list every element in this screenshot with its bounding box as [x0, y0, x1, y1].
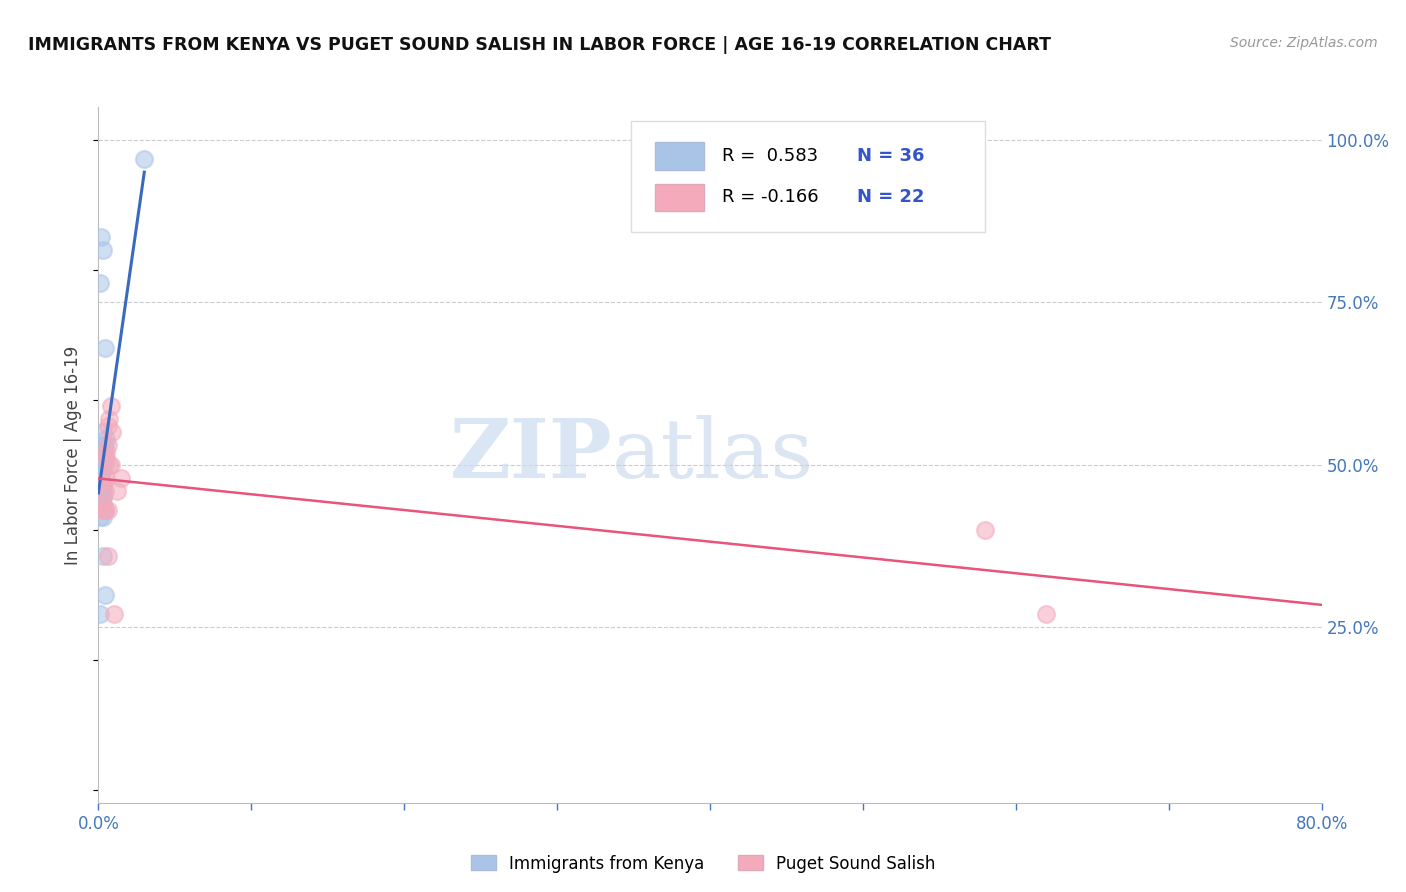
Point [91, 490, 114, 504]
Point [93, 451, 115, 466]
Point [98, 458, 121, 472]
Text: atlas: atlas [612, 415, 814, 495]
Point [91, 425, 114, 439]
Point [97, 503, 120, 517]
Text: N = 36: N = 36 [856, 147, 924, 165]
Point [90, 477, 112, 491]
Point [89, 509, 111, 524]
Point [974, 523, 997, 537]
Point [93, 503, 115, 517]
Point [91, 497, 114, 511]
Point [93, 438, 115, 452]
Point [91, 464, 114, 478]
Point [91, 477, 114, 491]
Text: IMMIGRANTS FROM KENYA VS PUGET SOUND SALISH IN LABOR FORCE | AGE 16-19 CORRELATI: IMMIGRANTS FROM KENYA VS PUGET SOUND SAL… [28, 36, 1052, 54]
Text: N = 22: N = 22 [856, 188, 924, 206]
Point [93, 588, 115, 602]
Point [89, 490, 111, 504]
Point [101, 425, 124, 439]
Point [90, 471, 112, 485]
Point [91, 549, 114, 563]
Point [90, 477, 112, 491]
Point [93, 483, 115, 498]
Point [94, 444, 117, 458]
FancyBboxPatch shape [655, 184, 704, 211]
Point [90, 458, 112, 472]
Text: R =  0.583: R = 0.583 [723, 147, 818, 165]
Point [93, 503, 115, 517]
Point [90, 230, 112, 244]
FancyBboxPatch shape [630, 121, 986, 232]
Point [91, 451, 114, 466]
Point [103, 607, 125, 622]
Point [91, 509, 114, 524]
Point [91, 483, 114, 498]
Text: R = -0.166: R = -0.166 [723, 188, 818, 206]
Point [91, 503, 114, 517]
FancyBboxPatch shape [655, 142, 704, 169]
Point [90, 458, 112, 472]
Point [90, 483, 112, 498]
Text: Source: ZipAtlas.com: Source: ZipAtlas.com [1230, 36, 1378, 50]
Point [93, 341, 115, 355]
Point [93, 503, 115, 517]
Point [97, 418, 120, 433]
Y-axis label: In Labor Force | Age 16-19: In Labor Force | Age 16-19 [65, 345, 83, 565]
Point [100, 458, 122, 472]
Point [98, 412, 121, 426]
Point [91, 477, 114, 491]
Point [93, 458, 115, 472]
Point [89, 497, 111, 511]
Text: ZIP: ZIP [450, 415, 612, 495]
Point [90, 471, 112, 485]
Point [97, 549, 120, 563]
Point [94, 451, 117, 466]
Point [89, 276, 111, 290]
Point [91, 438, 114, 452]
Point [94, 471, 117, 485]
Point [100, 399, 122, 413]
Point [97, 438, 120, 452]
Legend: Immigrants from Kenya, Puget Sound Salish: Immigrants from Kenya, Puget Sound Salis… [464, 848, 942, 880]
Point [134, 152, 156, 166]
Point [89, 607, 111, 622]
Point [89, 483, 111, 498]
Point [94, 432, 117, 446]
Point [91, 490, 114, 504]
Point [110, 471, 132, 485]
Point [1035, 607, 1057, 622]
Point [91, 444, 114, 458]
Point [105, 483, 128, 498]
Point [90, 458, 112, 472]
Point [91, 243, 114, 257]
